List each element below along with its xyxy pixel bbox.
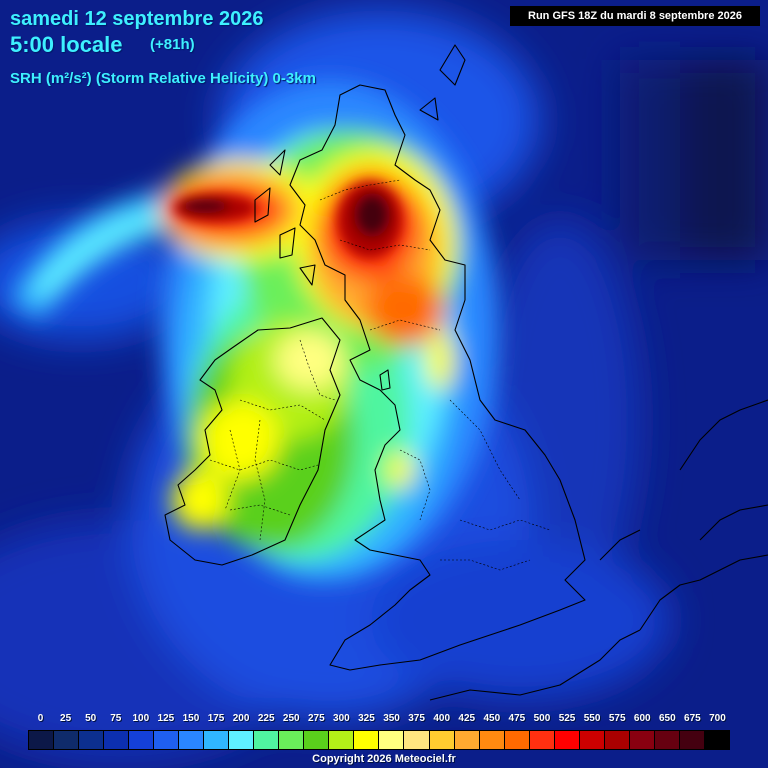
legend-label: 700: [709, 713, 726, 724]
legend-swatch: [379, 731, 405, 749]
legend-label: 400: [433, 713, 451, 724]
legend-label: 200: [232, 713, 250, 724]
forecast-time: 5:00 locale: [10, 32, 123, 57]
legend-swatch: [704, 731, 729, 749]
legend-swatch: [79, 731, 105, 749]
legend-label: 275: [307, 713, 325, 724]
legend-swatch: [204, 731, 230, 749]
coastlines: [164, 44, 768, 701]
legend-swatch: [229, 731, 255, 749]
legend-label: 500: [533, 713, 551, 724]
legend-label: 575: [608, 713, 626, 724]
legend-label: 125: [157, 713, 175, 724]
legend-label: 50: [85, 713, 97, 724]
legend-label: 600: [633, 713, 651, 724]
legend-label: 325: [358, 713, 375, 724]
legend-label: 650: [658, 713, 676, 724]
legend-swatch: [29, 731, 55, 749]
legend-swatch: [579, 731, 605, 749]
legend-swatch: [354, 731, 380, 749]
legend-label: 475: [508, 713, 526, 724]
legend-swatch: [404, 731, 430, 749]
legend-swatch: [454, 731, 480, 749]
legend-swatch: [429, 731, 455, 749]
legend-label: 300: [333, 713, 350, 724]
legend-label: 100: [132, 713, 150, 724]
copyright: Copyright 2026 Meteociel.fr: [312, 753, 456, 765]
legend-label: 225: [257, 713, 275, 724]
legend-swatch: [604, 731, 630, 749]
legend-swatch: [504, 731, 530, 749]
legend-label: 175: [207, 713, 225, 724]
legend-label: 675: [684, 713, 701, 724]
legend-labels: 0 25 50 75 100 125 150 175 200 225 250 275 300 325 350…: [28, 713, 730, 727]
legend-label: 425: [458, 713, 476, 724]
field-mid: [10, 80, 500, 580]
legend-swatch: [179, 731, 205, 749]
legend-label: 350: [383, 713, 400, 724]
legend-swatch: [529, 731, 555, 749]
legend-swatch: [329, 731, 355, 749]
legend-label: 375: [408, 713, 425, 724]
legend-swatch: [479, 731, 505, 749]
legend-label: 250: [282, 713, 300, 724]
legend-label: 0: [37, 713, 44, 724]
parameter-title: SRH (m²/s²) (Storm Relative Helicity) 0-…: [10, 70, 316, 87]
legend-swatch: [654, 731, 680, 749]
great-britain-coast: [289, 84, 586, 671]
legend-label: 25: [60, 713, 72, 724]
legend-swatch: [104, 731, 130, 749]
legend-swatch: [54, 731, 80, 749]
legend-swatch: [679, 731, 705, 749]
legend-label: 525: [558, 713, 576, 724]
legend-swatch: [554, 731, 580, 749]
legend-swatch: [279, 731, 305, 749]
legend-swatch: [304, 731, 330, 749]
legend-swatch: [154, 731, 180, 749]
field-high: [173, 182, 402, 258]
color-legend: [28, 730, 730, 750]
run-info-badge: Run GFS 18Z du mardi 8 septembre 2026: [510, 6, 760, 26]
borders: [209, 179, 551, 571]
legend-label: 75: [110, 713, 122, 724]
legend-label: 150: [182, 713, 200, 724]
legend-label: 550: [583, 713, 601, 724]
forecast-date: samedi 12 septembre 2026: [10, 8, 264, 30]
legend-swatch: [629, 731, 655, 749]
legend-swatch: [254, 731, 280, 749]
legend-label: 450: [483, 713, 501, 724]
legend-swatch: [129, 731, 155, 749]
forecast-lead-time: (+81h): [150, 36, 195, 53]
ireland-coast: [164, 317, 341, 566]
